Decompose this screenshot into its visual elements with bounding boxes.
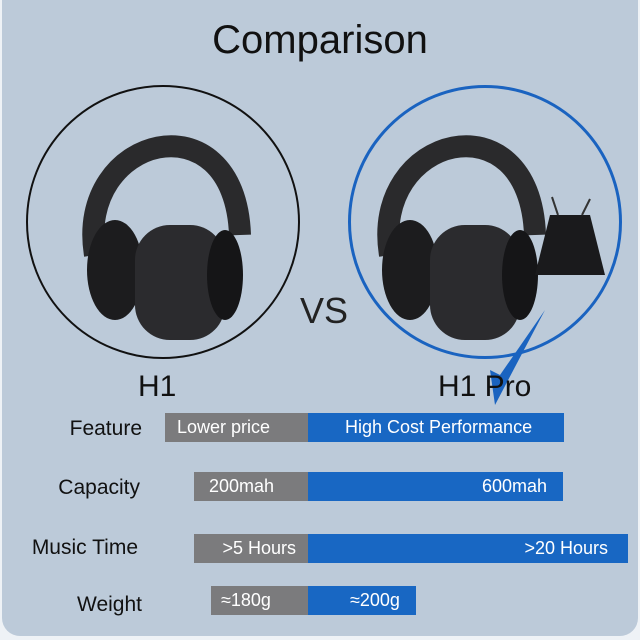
- h1-pro-capacity-bar: 600mah: [308, 472, 563, 501]
- h1-capacity-bar: 200mah: [194, 472, 308, 501]
- page-title: Comparison: [212, 18, 428, 62]
- h1-pro-headphones-image: [377, 135, 546, 340]
- h1-pro-name: H1 Pro: [438, 370, 532, 403]
- h1-name: H1: [138, 370, 177, 403]
- h1-feature-bar: Lower price: [165, 413, 308, 442]
- vs-label: VS: [300, 290, 349, 331]
- row-label-weight: Weight: [77, 593, 142, 616]
- h1-weight-bar: ≈180g: [211, 586, 308, 615]
- h1-pro-circle: [348, 85, 622, 359]
- h1-circle: [26, 85, 300, 359]
- checkmark-icon: [460, 310, 545, 405]
- h1-pro-feature-bar: High Cost Performance: [308, 413, 564, 442]
- h1-headphones-image: [82, 135, 251, 340]
- row-label-feature: Feature: [69, 417, 142, 440]
- storage-bag-image: [535, 196, 605, 275]
- row-label-capacity: Capacity: [58, 476, 140, 499]
- h1-music-time-bar: >5 Hours: [194, 534, 308, 563]
- h1-pro-weight-bar: ≈200g: [308, 586, 416, 615]
- h1-pro-music-time-bar: >20 Hours: [308, 534, 628, 563]
- row-label-music-time: Music Time: [31, 536, 138, 559]
